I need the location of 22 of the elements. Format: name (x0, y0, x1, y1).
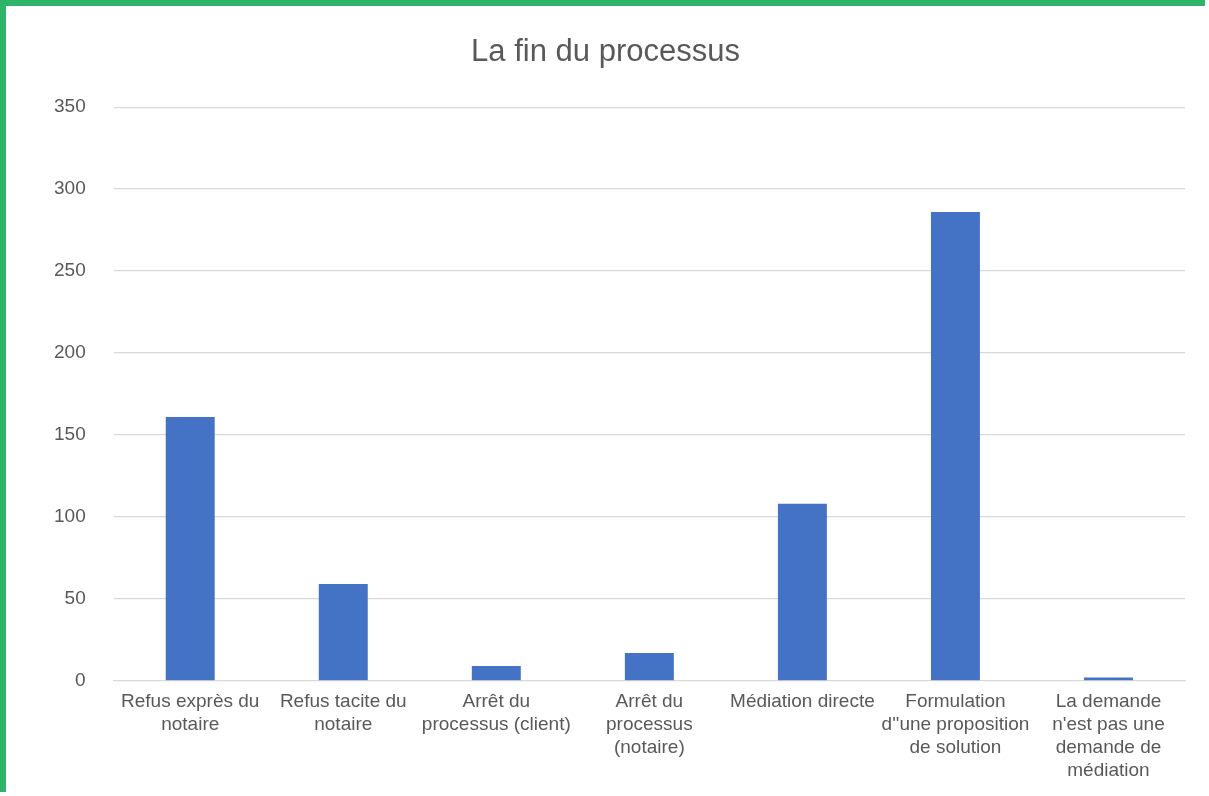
bar (777, 503, 827, 681)
chart-title: La fin du processus (471, 33, 740, 69)
x-tick-label: Refus exprès du notaire (121, 690, 260, 735)
x-tick-label: Médiation directe (730, 690, 875, 712)
x-tick-label: Formulation d''une proposition de solution (881, 690, 1030, 758)
y-tick-label: 250 (54, 259, 86, 281)
bar (165, 416, 215, 681)
x-tick-label: Arrêt du processus (client) (421, 690, 571, 735)
y-tick-label: 0 (75, 669, 86, 691)
x-tick-label: Arrêt du processus (notaire) (606, 690, 693, 758)
x-tick-label: Refus tacite du notaire (279, 690, 407, 735)
bar (930, 212, 980, 681)
y-tick-label: 50 (64, 587, 86, 609)
y-tick-label: 200 (54, 341, 86, 363)
bar (624, 652, 674, 681)
bar (471, 666, 521, 681)
y-tick-label: 100 (54, 505, 86, 527)
y-tick-label: 300 (54, 177, 86, 199)
bar (318, 584, 368, 681)
y-tick-label: 350 (54, 95, 86, 117)
y-tick-label: 150 (54, 423, 86, 445)
x-tick-label: La demande n'est pas une demande de médiation (1052, 690, 1165, 780)
